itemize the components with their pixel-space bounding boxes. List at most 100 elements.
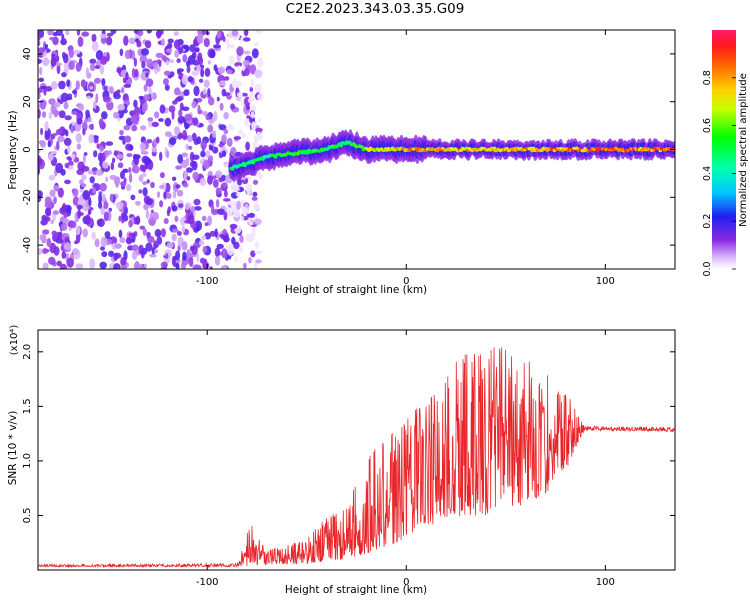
spectrogram-noise-cell <box>257 57 263 68</box>
y-tick-label: 1.5 <box>22 398 33 414</box>
spectrogram-noise-cell <box>246 115 251 119</box>
spectrogram-noise-cell <box>85 109 90 117</box>
spectrogram-noise-cell <box>47 30 54 36</box>
spectrogram-noise-cell <box>255 30 263 34</box>
spectrogram-noise-cell <box>212 130 217 139</box>
spectrogram-noise-cell <box>166 208 170 217</box>
spectrogram-noise-cell <box>64 179 71 185</box>
spectrogram-noise-cell <box>245 233 254 240</box>
spectrogram-noise-cell <box>52 210 60 215</box>
spectrogram-noise-cell <box>41 111 47 118</box>
spectrogram-noise-cell <box>75 133 82 143</box>
spectrogram-noise-cell <box>152 212 159 221</box>
spectrogram-noise-cell <box>48 98 56 105</box>
spectrogram-noise-cell <box>236 200 241 211</box>
spectrogram-noise-cell <box>134 68 139 78</box>
spectrogram-noise-cell <box>38 77 45 83</box>
spectrogram-noise-cell <box>200 68 205 78</box>
spectrogram-noise-cell <box>176 231 182 236</box>
spectrogram-noise-cell <box>91 33 97 43</box>
spectrogram-noise-cell <box>239 245 243 253</box>
spectrogram-noise-cell <box>121 86 125 94</box>
spectrogram-noise-cell <box>78 103 85 112</box>
spectrogram-noise-cell <box>42 248 48 254</box>
spectrogram-noise-cell <box>128 144 134 151</box>
spectrogram-noise-cell <box>95 93 99 104</box>
spectrogram-noise-cell <box>143 101 148 112</box>
spectrogram-noise-cell <box>253 202 260 211</box>
spectrogram-noise-cell <box>38 47 46 53</box>
spectrogram-noise-cell <box>118 135 126 141</box>
spectrogram-noise-cell <box>65 130 69 137</box>
spectrogram-noise-cell <box>103 211 109 222</box>
spectrogram-noise-cell <box>38 40 41 47</box>
spectrogram-noise-cell <box>205 114 211 121</box>
spectrogram-noise-cell <box>142 187 148 197</box>
spectrogram-noise-cell <box>171 176 177 181</box>
spectrogram-noise-cell <box>172 100 178 105</box>
spectrogram-noise-cell <box>184 171 188 182</box>
spectrogram-noise-cell <box>158 118 164 122</box>
spectrogram-noise-cell <box>85 67 90 78</box>
spectrogram-noise-cell <box>256 170 261 177</box>
spectrogram-noise-cell <box>201 30 207 35</box>
spectrogram-noise-cell <box>55 62 62 67</box>
spectrogram-noise-cell <box>159 151 163 161</box>
spectrogram-noise-cell <box>181 152 188 158</box>
spectrogram-signal-core <box>273 155 278 159</box>
spectrogram-noise-cell <box>48 153 54 162</box>
spectrogram-noise-cell <box>146 30 152 34</box>
spectrogram-noise-cell <box>236 92 243 98</box>
spectrogram-noise-cell <box>56 260 62 267</box>
spectrogram-signal-core <box>261 157 265 161</box>
spectrogram-noise-cell <box>223 211 228 221</box>
spectrogram-noise-cell <box>48 256 56 265</box>
spectrogram-noise-cell <box>49 189 56 198</box>
spectrogram-noise-cell <box>248 212 255 218</box>
figure-title: C2E2.2023.343.03.35.G09 <box>285 1 465 17</box>
spectrogram-noise-cell <box>100 246 105 251</box>
spectrogram-x-ticks: -100 0 100 <box>196 30 615 287</box>
spectrogram-noise-cell <box>40 85 47 90</box>
spectrogram-noise-cell <box>75 263 84 269</box>
spectrogram-noise-cell <box>207 124 214 133</box>
spectrogram-noise-cell <box>138 189 143 194</box>
spectrogram-noise-cell <box>88 196 92 207</box>
spectrogram-noise-cell <box>135 200 141 206</box>
spectrogram-noise-cell <box>140 142 146 153</box>
spectrogram-noise-cell <box>201 215 207 221</box>
spectrogram-noise-cell <box>190 206 196 213</box>
x-tick-label: -100 <box>196 577 219 588</box>
spectrogram-noise-cell <box>174 215 179 222</box>
spectrogram-noise-cell <box>109 86 114 95</box>
spectrogram-noise-cell <box>39 66 43 76</box>
snr-frame <box>37 329 676 571</box>
spectrogram-noise-cell <box>103 96 111 103</box>
spectrogram-noise-cell <box>119 129 124 136</box>
spectrogram-noise-cell <box>231 78 238 89</box>
spectrogram-noise-cell <box>201 235 207 241</box>
spectrogram-noise-cell <box>62 218 70 225</box>
spectrogram-noise-cell <box>224 189 228 198</box>
spectrogram-noise-cell <box>117 162 124 169</box>
spectrogram-signal-core <box>251 161 256 165</box>
spectrogram-noise-cell <box>239 235 244 243</box>
snr-series-line <box>38 347 675 569</box>
spectrogram-noise-cell <box>198 239 205 246</box>
colorbar-label: Normalized spectral amplitude <box>738 73 749 227</box>
spectrogram-noise-cell <box>99 261 107 269</box>
spectrogram-noise-cell <box>180 260 187 269</box>
spectrogram-noise-cell <box>159 200 164 208</box>
spectrogram-noise-cell <box>168 105 176 113</box>
spectrogram-noise-cell <box>66 144 71 154</box>
spectrogram-noise-cell <box>255 259 262 264</box>
spectrogram-noise-cell <box>226 69 233 75</box>
spectrogram-noise-cell <box>252 191 258 197</box>
spectrogram-noise-cell <box>93 150 98 158</box>
spectrogram-noise-cell <box>81 165 90 172</box>
spectrogram-noise-cell <box>251 196 258 201</box>
spectrogram-noise-cell <box>229 43 235 49</box>
spectrogram-noise-cell <box>76 30 81 36</box>
spectrogram-noise-cell <box>100 152 106 162</box>
spectrogram-noise-cell <box>66 79 71 87</box>
